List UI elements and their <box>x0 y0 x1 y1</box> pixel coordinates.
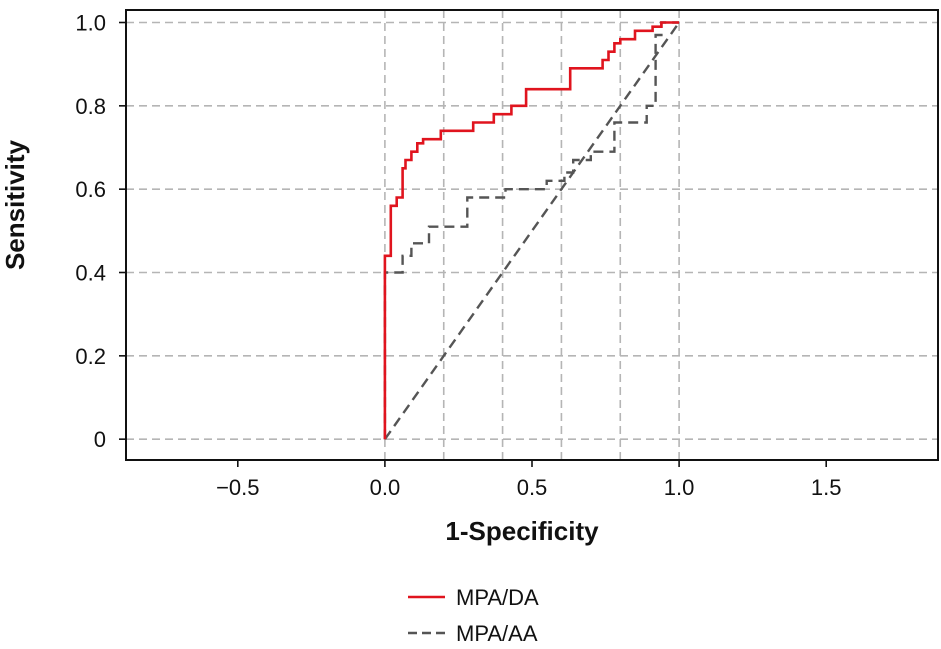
axes: −0.5 0.0 0.5 1.0 1.5 0 0.2 0.4 0.6 0.8 1.0 <box>75 11 841 501</box>
plot-area-frame <box>125 9 939 461</box>
y-axis-title: Sensitivity <box>0 139 30 270</box>
y-tick-label: 0.8 <box>75 94 106 119</box>
y-tick-label: 0.4 <box>75 261 106 286</box>
legend: MPA/DA MPA/AA <box>408 585 539 646</box>
legend-label: MPA/AA <box>456 621 538 646</box>
x-tick-label: −0.5 <box>216 475 259 500</box>
y-tick-label: 0.2 <box>75 344 106 369</box>
legend-label: MPA/DA <box>456 585 539 610</box>
series-line-mpa-da <box>383 21 680 440</box>
x-tick-label: 1.0 <box>664 475 695 500</box>
y-tick-label: 0.6 <box>75 177 106 202</box>
x-axis-title: 1-Specificity <box>445 516 599 546</box>
series-lines <box>383 21 681 440</box>
series-line-mpa-aa <box>383 21 680 440</box>
y-tick-label: 1.0 <box>75 11 106 36</box>
gridlines <box>126 10 938 460</box>
x-tick-label: 0.0 <box>370 475 401 500</box>
reference-diagonal-line <box>383 21 681 440</box>
y-tick-label: 0 <box>94 427 106 452</box>
x-tick-label: 1.5 <box>811 475 842 500</box>
x-tick-label: 0.5 <box>517 475 548 500</box>
